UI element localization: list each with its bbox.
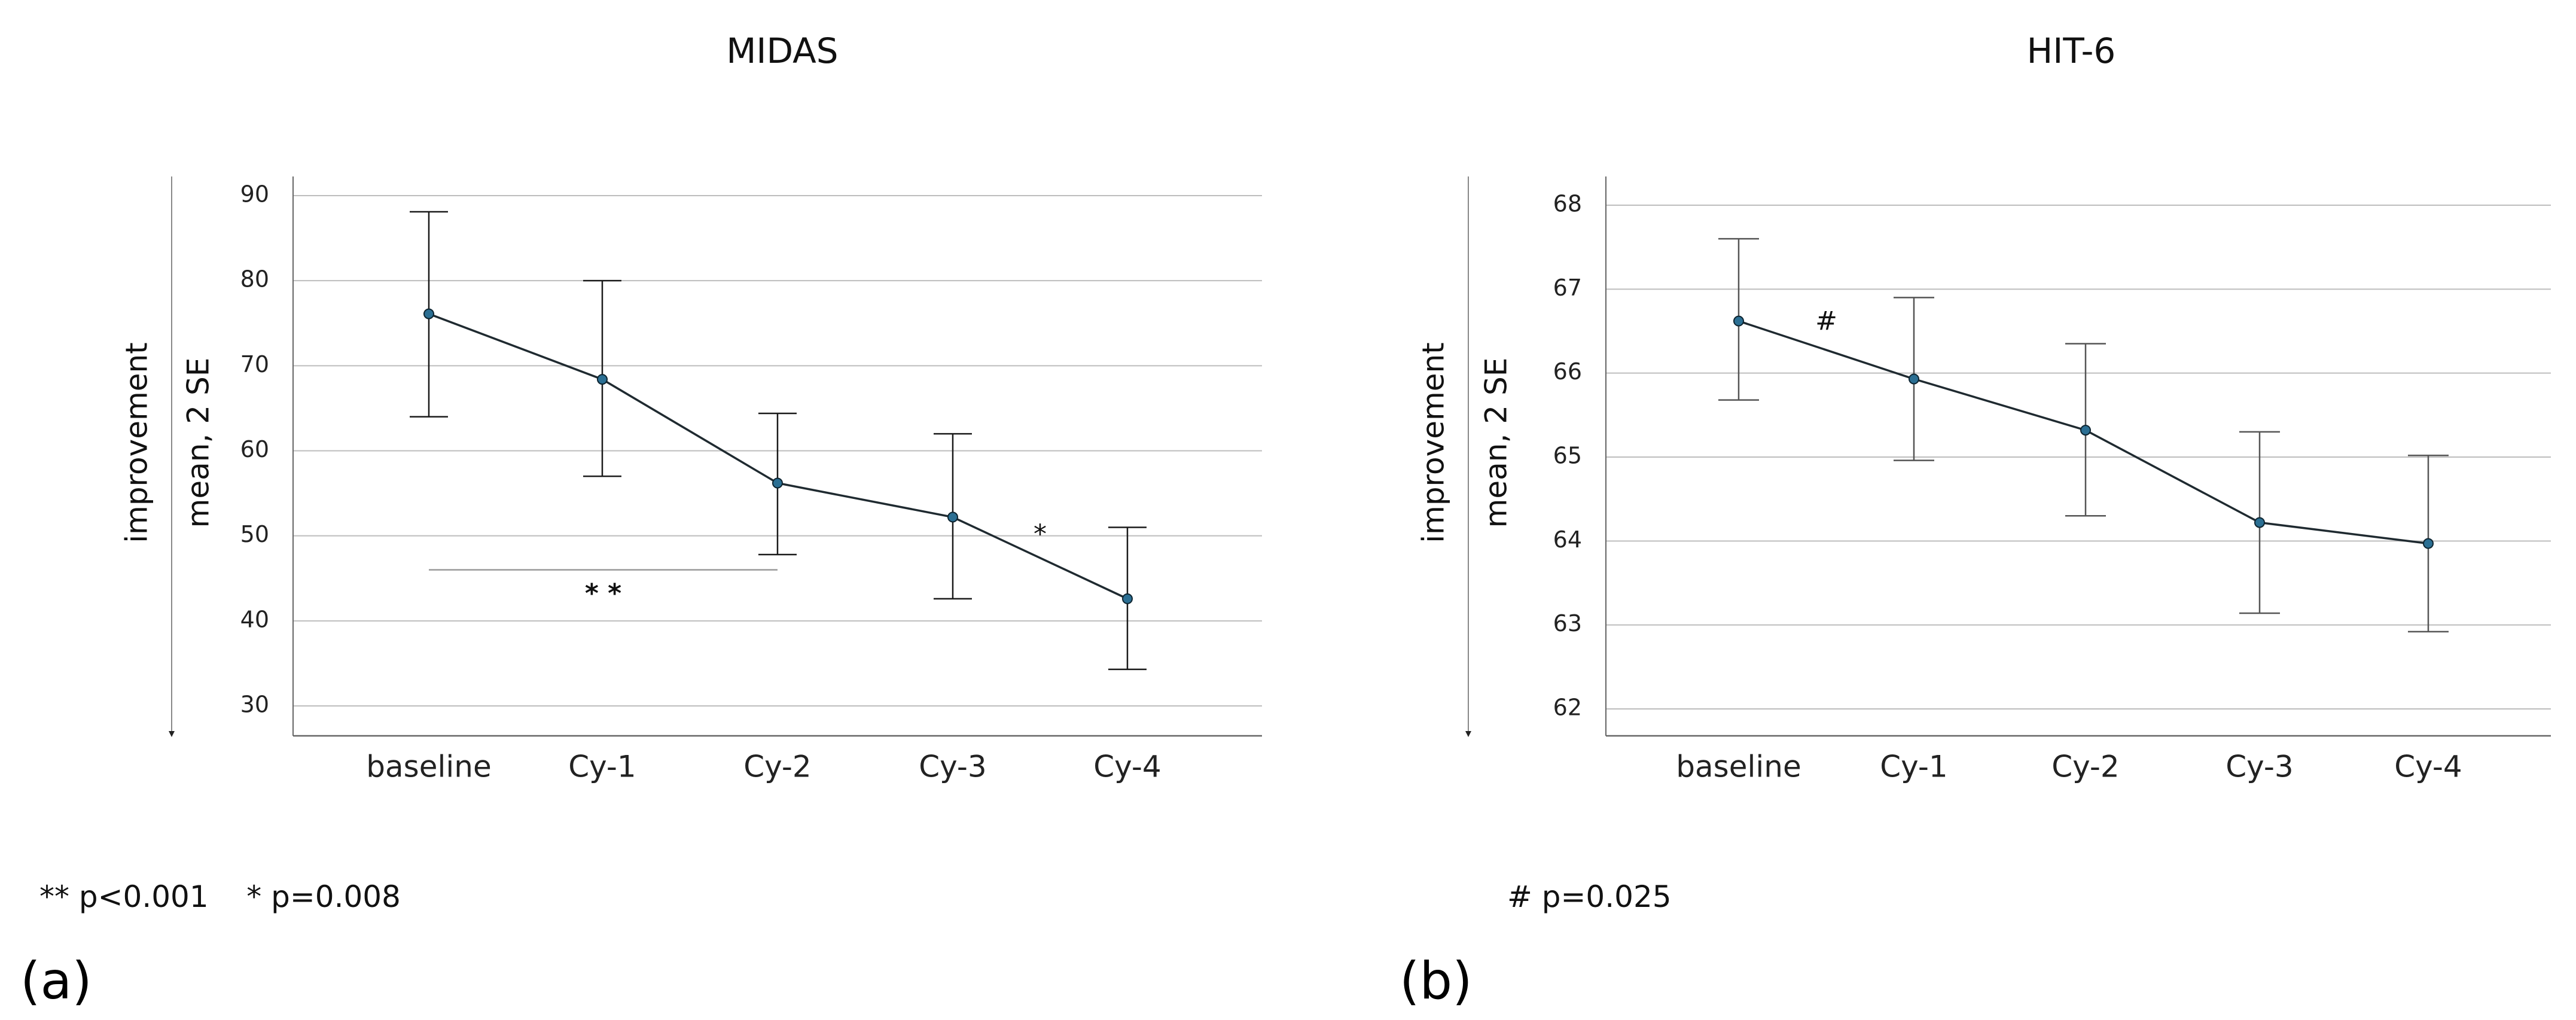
x-tick-label: Cy-2: [2051, 750, 2119, 784]
y-tick-label: 62: [1553, 695, 1582, 721]
panel-label-b: (b): [1400, 951, 1473, 1011]
data-point: [1122, 593, 1133, 604]
significance-label: *: [1034, 519, 1047, 550]
y-tick-label: 60: [240, 436, 269, 462]
data-point: [423, 308, 434, 319]
improvement-arrow-head: [169, 731, 175, 737]
y-tick-label: 67: [1553, 275, 1582, 301]
x-tick-label: Cy-4: [1093, 750, 1161, 784]
chart-title: HIT-6: [2027, 31, 2116, 71]
y-tick-label: 68: [1553, 191, 1582, 217]
data-point: [1733, 315, 1744, 327]
x-tick-label: Cy-1: [568, 750, 636, 784]
improvement-arrow-head: [1465, 731, 1471, 737]
data-point: [2254, 517, 2265, 528]
significance-label: * *: [585, 578, 621, 609]
y-tick-label: 64: [1553, 526, 1582, 553]
x-tick-label: Cy-4: [2394, 750, 2462, 784]
data-point: [947, 511, 958, 523]
x-tick-label: baseline: [366, 750, 491, 784]
x-tick-label: Cy-3: [2226, 750, 2293, 784]
y-tick-label: 80: [240, 266, 269, 293]
y-axis-label-mean-se: mean, 2 SE: [1479, 358, 1514, 528]
y-axis-label-mean-se: mean, 2 SE: [181, 358, 216, 528]
y-axis-label-improvement: improvement: [1416, 342, 1451, 543]
y-tick-label: 90: [240, 181, 269, 208]
y-tick-label: 30: [240, 692, 269, 718]
x-tick-label: Cy-2: [743, 750, 811, 784]
x-tick-label: Cy-1: [1880, 750, 1947, 784]
data-point: [1909, 373, 1919, 385]
chart-hit6: HIT-6 62 63 64 65 66 67 68 improvement mean, 2 SE…: [1416, 31, 2551, 784]
data-point: [2423, 538, 2434, 549]
y-axis-label-improvement: improvement: [120, 342, 154, 543]
panel-label-a: (a): [20, 951, 92, 1011]
chart-midas: MIDAS 30 40 50 60 70 80 90 improvement mean, 2 SE…: [120, 31, 1262, 784]
data-point: [597, 374, 608, 385]
data-point: [2080, 425, 2091, 436]
x-tick-label: Cy-3: [919, 750, 986, 784]
significance-label: #: [1815, 306, 1837, 336]
footnote-b: # p=0.025: [1507, 879, 1672, 914]
y-tick-label: 66: [1553, 358, 1582, 385]
y-tick-label: 50: [240, 521, 269, 547]
x-tick-label: baseline: [1676, 750, 1801, 784]
y-tick-label: 40: [240, 606, 269, 632]
y-tick-label: 65: [1553, 443, 1582, 469]
footnote-a: ** p<0.001 * p=0.008: [39, 879, 401, 914]
y-tick-label: 70: [240, 351, 269, 377]
y-tick-label: 63: [1553, 610, 1582, 637]
data-point: [772, 477, 783, 489]
chart-title: MIDAS: [726, 31, 838, 71]
